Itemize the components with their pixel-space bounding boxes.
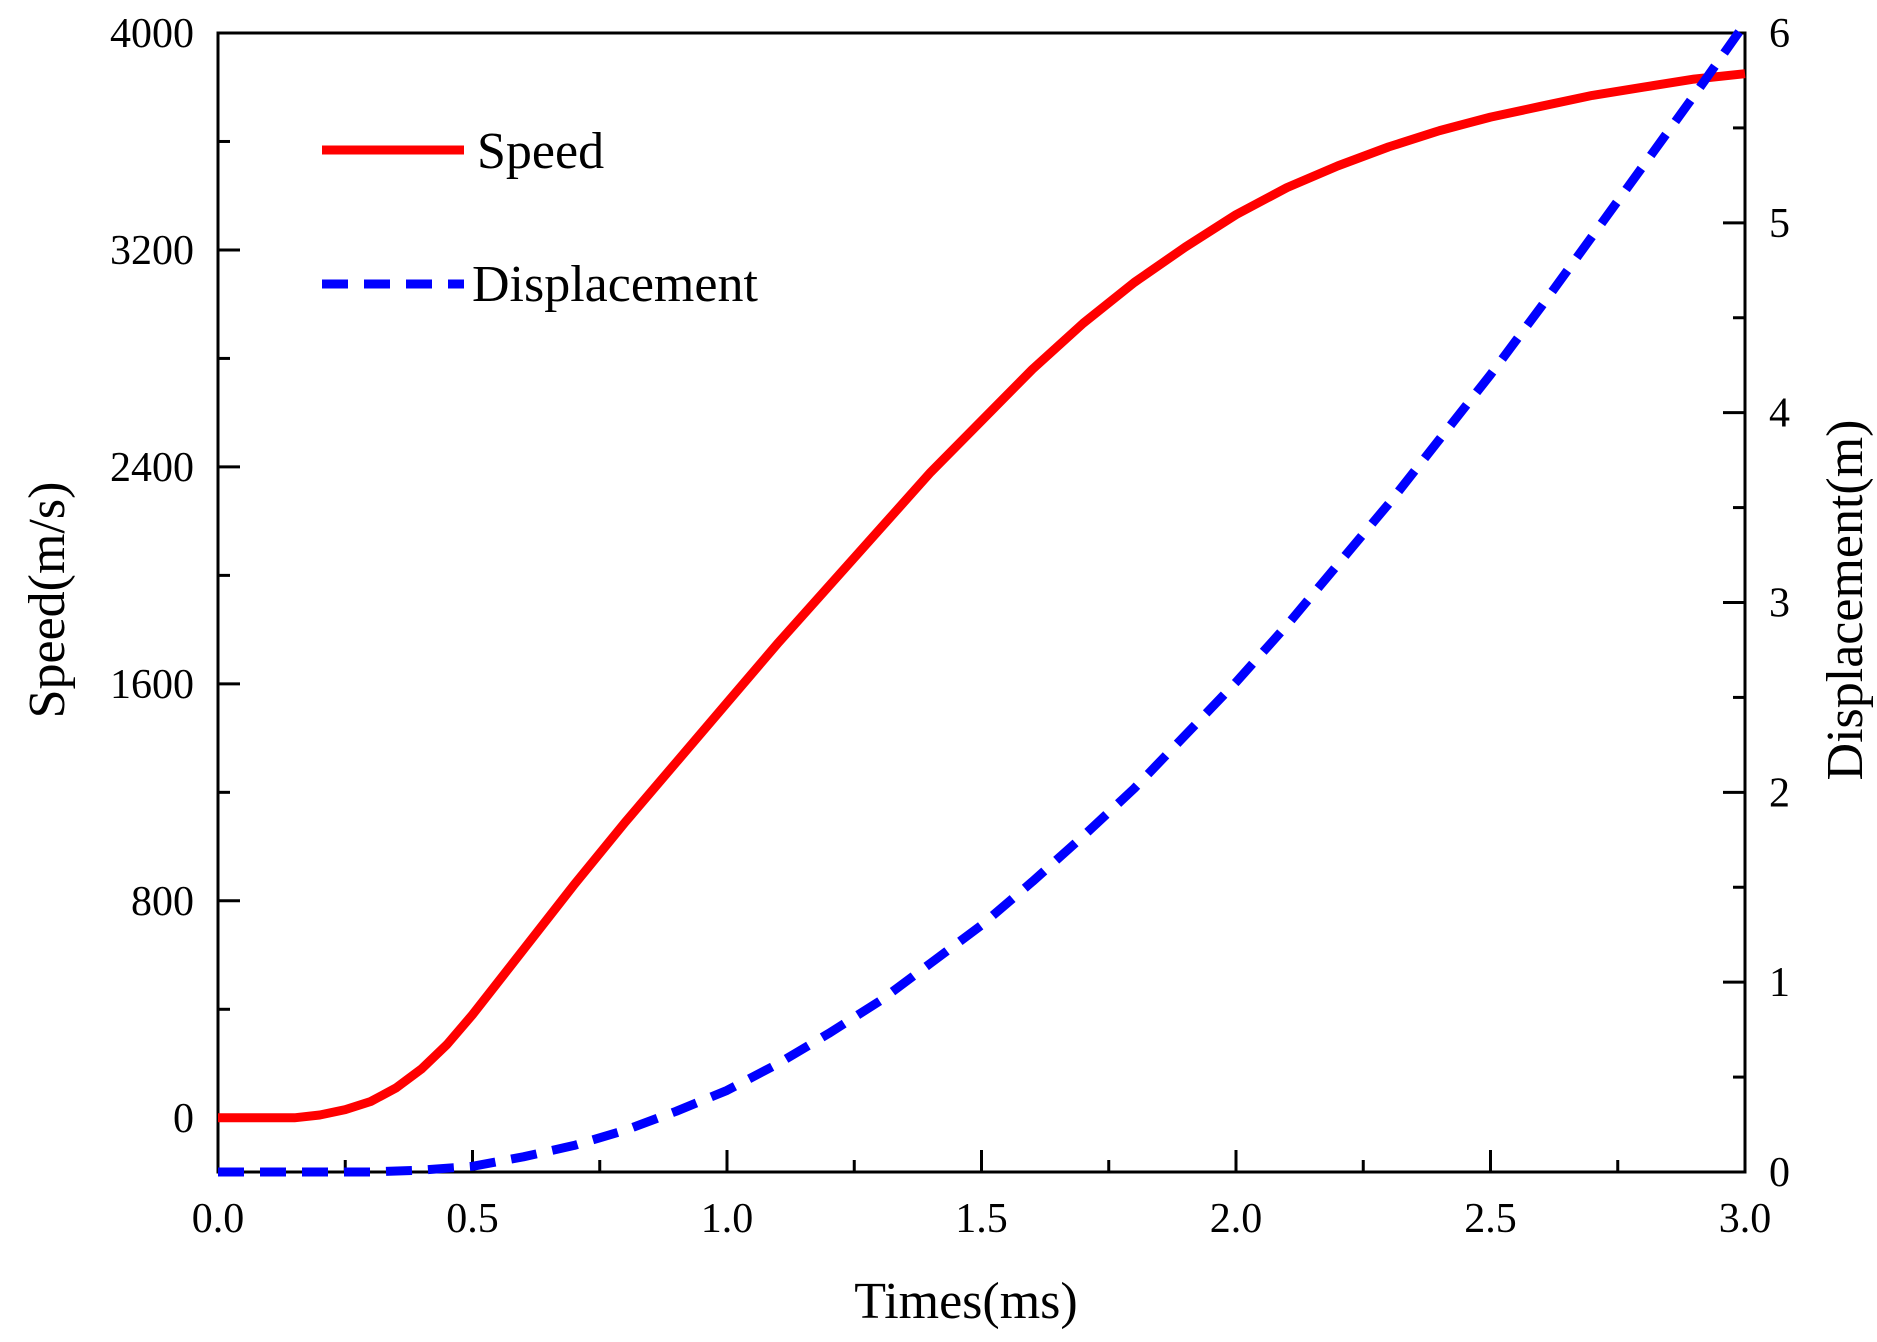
- y2-tick-label: 3: [1769, 581, 1790, 627]
- series-line-speed: [218, 69, 1746, 1123]
- plot-border: [216, 31, 1747, 1174]
- y2-tick-label: 6: [1769, 11, 1790, 57]
- series-line-displacement: [218, 20, 1749, 1177]
- axis-ticks: [216, 31, 1747, 1174]
- y-tick-label: 0: [173, 1096, 194, 1142]
- y-tick-label: 2400: [110, 445, 194, 491]
- x-tick-label: 0.5: [446, 1196, 499, 1242]
- y-tick-label: 4000: [110, 11, 194, 57]
- y2-tick-label: 2: [1769, 770, 1790, 816]
- legend: Speed Displacement: [322, 123, 758, 313]
- x-axis-title: Times(ms): [854, 1273, 1077, 1330]
- legend-displacement-label: Displacement: [472, 256, 758, 313]
- y2-tick-label: 1: [1769, 960, 1790, 1006]
- y-tick-label: 3200: [110, 228, 194, 274]
- y-tick-label: 1600: [110, 662, 194, 708]
- y2-axis-title: Displacement(m): [1817, 420, 1874, 781]
- y-tick-label: 800: [131, 879, 194, 925]
- y2-tick-label: 4: [1769, 391, 1790, 437]
- y2-tick-label: 5: [1769, 201, 1790, 247]
- x-tick-label: 2.0: [1210, 1196, 1263, 1242]
- legend-speed-label: Speed: [477, 123, 604, 180]
- series-lines: [218, 20, 1749, 1177]
- plot-frame: [216, 31, 1747, 1174]
- y-axis-title: Speed(m/s): [19, 482, 76, 719]
- x-tick-label: 3.0: [1719, 1196, 1772, 1242]
- tick-labels: 0.0 0.5 1.0 1.5 2.0 2.5 3.00800160024003200400…: [110, 11, 1790, 1242]
- y2-tick-label: 0: [1769, 1150, 1790, 1196]
- x-tick-label: 1.5: [955, 1196, 1008, 1242]
- x-tick-label: 1.0: [701, 1196, 754, 1242]
- x-tick-label: 0.0: [192, 1196, 245, 1242]
- x-tick-label: 2.5: [1464, 1196, 1517, 1242]
